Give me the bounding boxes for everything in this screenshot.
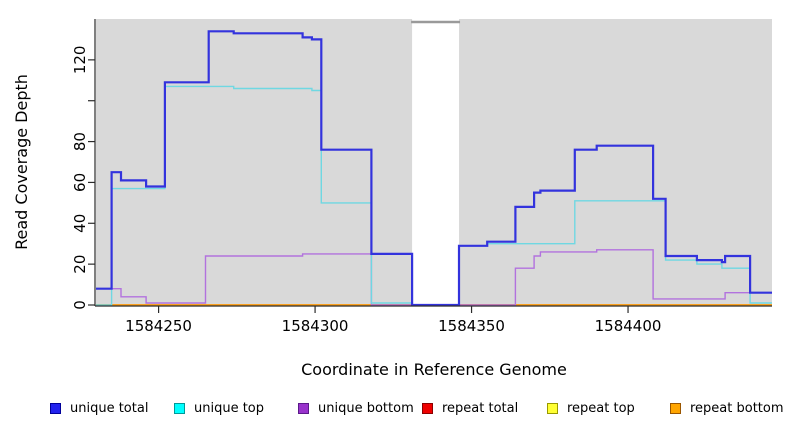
y-tick-label: 80 xyxy=(71,132,89,151)
x-tick-label: 1584250 xyxy=(125,317,192,335)
y-tick-label: 0 xyxy=(71,300,89,310)
legend-item-repeat-top: repeat top xyxy=(547,398,635,418)
legend-item-repeat-total: repeat total xyxy=(422,398,518,418)
legend-swatch-repeat-bottom xyxy=(670,402,681,414)
plot-area: 0 20 40 60 80 120 1584250 1584300 1584350 1584400 xyxy=(71,19,772,335)
legend-item-unique-top: unique top xyxy=(174,398,264,418)
x-tick-label: 1584400 xyxy=(595,317,662,335)
x-tick-label: 1584300 xyxy=(282,317,349,335)
legend-swatch-repeat-top xyxy=(547,402,558,414)
y-tick-label: 40 xyxy=(71,214,89,233)
series-line-unique-bottom xyxy=(96,249,772,306)
y-tick-label: 20 xyxy=(71,255,89,274)
legend-label: repeat top xyxy=(567,400,635,416)
x-axis-title: Coordinate in Reference Genome xyxy=(301,360,567,379)
y-axis-title: Read Coverage Depth xyxy=(12,74,31,250)
legend-label: repeat bottom xyxy=(690,400,784,416)
y-tick-label: 120 xyxy=(71,46,89,75)
legend-swatch-unique-total xyxy=(50,402,61,414)
legend-item-unique-total: unique total xyxy=(50,398,148,418)
y-tick-label: 60 xyxy=(71,173,89,192)
panel-region xyxy=(459,19,772,305)
legend-label: unique bottom xyxy=(318,400,414,416)
series-line-unique-total xyxy=(96,30,772,307)
x-tick-label: 1584350 xyxy=(438,317,505,335)
legend-swatch-repeat-total xyxy=(422,402,433,414)
panel-region xyxy=(96,19,413,305)
chart-legend: unique total unique top unique bottom re… xyxy=(50,398,792,422)
legend-label: unique total xyxy=(70,400,149,416)
legend-item-unique-bottom: unique bottom xyxy=(298,398,414,418)
legend-item-repeat-bottom: repeat bottom xyxy=(670,398,784,418)
legend-label: unique top xyxy=(194,400,265,416)
legend-label: repeat total xyxy=(442,400,519,416)
legend-swatch-unique-bottom xyxy=(298,402,309,414)
legend-swatch-unique-top xyxy=(174,402,185,414)
